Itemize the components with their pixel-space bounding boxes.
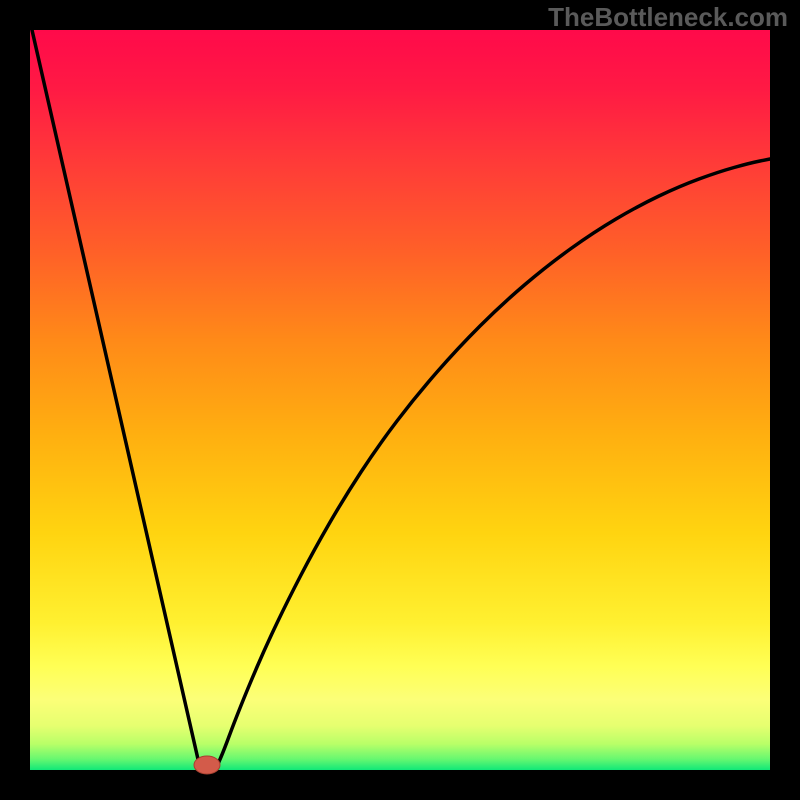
optimum-marker bbox=[194, 756, 220, 774]
watermark-label: TheBottleneck.com bbox=[548, 2, 788, 33]
chart-container: TheBottleneck.com bbox=[0, 0, 800, 800]
curve-line bbox=[32, 30, 770, 772]
bottleneck-curve-chart bbox=[0, 0, 800, 800]
